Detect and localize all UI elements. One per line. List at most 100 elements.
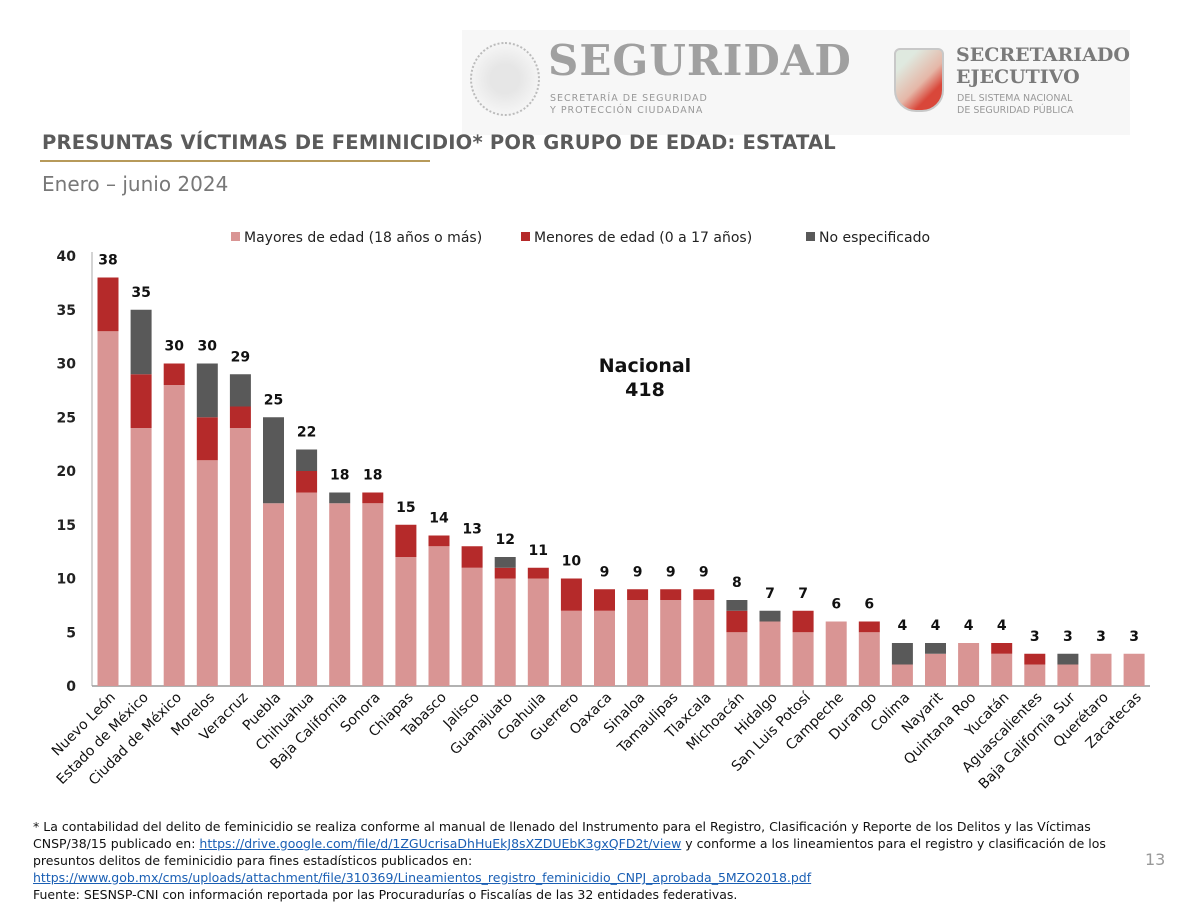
bar-segment — [130, 309, 152, 375]
data-label-total: 7 — [765, 586, 775, 602]
secretariado-line2: EJECUTIVO — [956, 66, 1080, 88]
data-label-total: 6 — [864, 597, 874, 613]
footnote-text-2: y conforme a los lineamientos para el re… — [33, 836, 1106, 868]
data-label-total: 11 — [529, 543, 548, 559]
bar-segment — [296, 471, 318, 493]
bar-segment — [97, 277, 119, 332]
legend-label-2: No especificado — [819, 230, 930, 246]
national-total-label: Nacional — [599, 355, 691, 377]
bar-segment — [759, 621, 781, 686]
bar-segment — [527, 567, 549, 579]
bar-segment — [858, 632, 880, 686]
bar-segment — [693, 600, 715, 686]
bar-segment — [428, 535, 450, 547]
bar-segment — [395, 557, 417, 686]
secretariado-line3: DEL SISTEMA NACIONAL — [957, 93, 1073, 104]
stacked-bar-chart: 0 5 10 15 20 25 30 35 40 Mayores de edad (18 años… — [49, 230, 1150, 792]
bar-segment — [693, 589, 715, 600]
bar-segment — [296, 449, 318, 471]
secretariado-shield-logo — [894, 48, 944, 112]
seguridad-line2: Y PROTECCIÓN CIUDADANA — [550, 105, 704, 116]
bar-segment — [726, 600, 748, 611]
bar-segment — [858, 621, 880, 633]
bar-segment — [792, 632, 814, 686]
data-label-total: 30 — [164, 339, 184, 355]
data-label-total: 4 — [964, 618, 974, 634]
bar-segment — [329, 503, 351, 686]
data-label-total: 7 — [798, 586, 808, 602]
bar-segment — [991, 643, 1013, 654]
data-label-total: 22 — [297, 425, 316, 441]
footnote-text-1: * La contabilidad del delito de feminici… — [33, 819, 1091, 851]
data-label-total: 8 — [732, 575, 742, 591]
page-subtitle: Enero – junio 2024 — [42, 172, 229, 196]
national-total-value: 418 — [625, 379, 665, 401]
bar-segment — [395, 524, 417, 557]
legend-label-0: Mayores de edad (18 años o más) — [244, 230, 482, 246]
bar-segment — [527, 578, 549, 686]
bar-segment — [196, 460, 218, 686]
bar-segment — [958, 643, 980, 686]
title-divider — [40, 160, 430, 162]
data-label-total: 18 — [330, 468, 349, 484]
bar-segment — [627, 589, 649, 600]
bar-segment — [825, 621, 847, 686]
bar-segment — [163, 385, 185, 686]
bar-segment — [627, 600, 649, 686]
bar-segment — [594, 589, 615, 611]
y-tick-label: 30 — [57, 357, 77, 373]
data-label-total: 6 — [831, 597, 841, 613]
bar-segment — [991, 653, 1013, 686]
footnote-link-gob[interactable]: https://www.gob.mx/cms/uploads/attachmen… — [33, 870, 812, 885]
data-label-total: 38 — [98, 253, 117, 269]
legend-label-1: Menores de edad (0 a 17 años) — [534, 230, 752, 246]
data-label-total: 13 — [462, 521, 481, 537]
national-seal-logo — [470, 42, 540, 116]
y-tick-label: 25 — [57, 410, 76, 426]
bar-segment — [792, 610, 814, 633]
bar-segment — [461, 567, 483, 686]
bar-segment — [494, 557, 516, 568]
seguridad-logo-subtitle: SECRETARÍA DE SEGURIDAD Y PROTECCIÓN CIU… — [550, 93, 708, 117]
data-label-total: 4 — [997, 618, 1007, 634]
bar-segment — [759, 610, 781, 622]
y-tick-label: 40 — [57, 249, 77, 265]
bar-segment — [130, 374, 152, 428]
bar-segment — [97, 331, 119, 686]
bar-segment — [594, 610, 615, 686]
data-label-total: 10 — [562, 554, 582, 570]
seguridad-line1: SECRETARÍA DE SEGURIDAD — [550, 93, 708, 104]
bar-segment — [726, 610, 748, 633]
data-label-total: 15 — [396, 500, 415, 516]
data-label-total: 9 — [633, 564, 643, 580]
y-tick-label: 0 — [66, 679, 76, 695]
bar-segment — [660, 589, 682, 600]
legend-swatch — [231, 232, 240, 241]
secretariado-line1: SECRETARIADO — [956, 44, 1130, 66]
data-label-total: 30 — [198, 339, 218, 355]
bar-segment — [1057, 653, 1079, 665]
footnote-link-drive[interactable]: https://drive.google.com/file/d/1ZGUcris… — [199, 836, 682, 851]
bar-segment — [560, 578, 582, 611]
footnote-source: Fuente: SESNSP-CNI con información repor… — [33, 887, 738, 902]
bar-segment — [891, 643, 913, 665]
bar-segment — [1057, 664, 1079, 686]
bar-segment — [329, 492, 351, 504]
data-label-total: 3 — [1030, 629, 1040, 645]
y-tick-label: 15 — [57, 518, 76, 534]
y-tick-label: 10 — [57, 572, 77, 588]
bar-segment — [229, 428, 251, 686]
bar-segment — [263, 503, 284, 686]
bar-segment — [494, 578, 516, 686]
bar-segment — [229, 406, 251, 428]
bar-segment — [891, 664, 913, 686]
y-tick-label: 5 — [66, 625, 76, 641]
data-label-total: 9 — [699, 564, 709, 580]
bar-segment — [362, 492, 384, 504]
bar-segment — [196, 417, 218, 461]
footnote: * La contabilidad del delito de feminici… — [33, 818, 1123, 903]
y-tick-label: 20 — [57, 464, 77, 480]
bar-segment — [461, 546, 483, 568]
legend-swatch — [806, 232, 815, 241]
bar-segment — [163, 363, 185, 385]
